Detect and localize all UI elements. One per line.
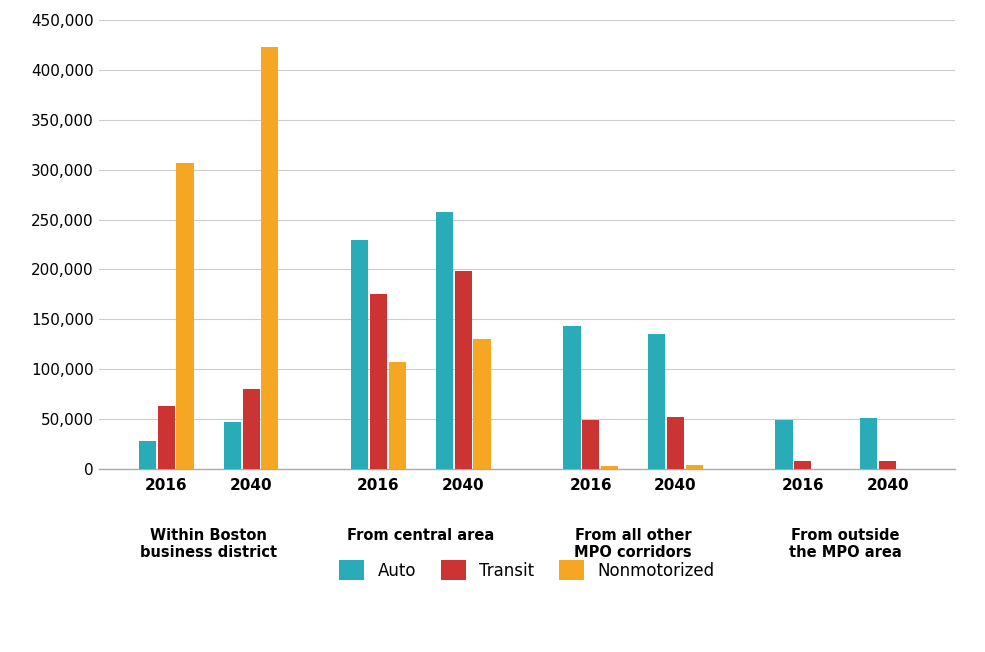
Bar [158,406,175,469]
Text: From outside
the MPO area: From outside the MPO area [789,528,901,560]
Bar [860,419,878,469]
Bar [474,340,491,469]
Bar [370,295,387,469]
Bar [242,389,260,469]
Bar [139,441,157,469]
Bar [601,466,618,469]
Bar [582,421,599,469]
Bar [879,462,896,469]
Bar [176,162,194,469]
Bar [667,417,684,469]
Legend: Auto, Transit, Nonmotorized: Auto, Transit, Nonmotorized [332,554,722,587]
Bar [352,239,368,469]
Bar [261,46,279,469]
Bar [455,271,472,469]
Bar [563,327,580,469]
Bar [794,462,812,469]
Text: From all other
MPO corridors: From all other MPO corridors [574,528,691,560]
Bar [686,466,702,469]
Bar [388,363,406,469]
Text: Within Boston
business district: Within Boston business district [140,528,278,560]
Bar [648,334,666,469]
Bar [775,421,793,469]
Text: From central area: From central area [348,528,494,543]
Bar [436,211,453,469]
Bar [224,422,241,469]
